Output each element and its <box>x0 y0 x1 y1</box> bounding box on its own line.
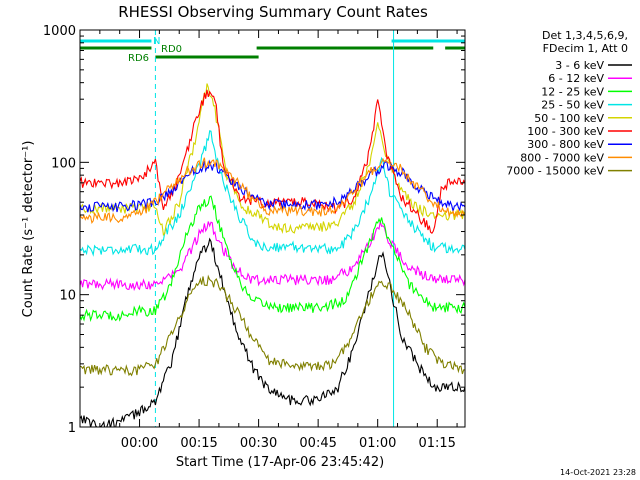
legend-label-1: 6 - 12 keV <box>548 72 604 85</box>
chart-title: RHESSI Observing Summary Count Rates <box>118 3 428 21</box>
y-tick-label-3: 1000 <box>43 24 76 39</box>
plot-frame <box>79 29 466 428</box>
legend-label-3: 25 - 50 keV <box>541 99 604 112</box>
generated-timestamp: 14-Oct-2021 23:28 <box>560 468 636 477</box>
series-line-6 <box>80 159 465 213</box>
bar-label-rd0: RD0 <box>161 44 182 55</box>
x-tick-label-5: 01:15 <box>418 436 455 451</box>
y-axis-label: Count Rate (s⁻¹ detector⁻¹) <box>21 141 36 318</box>
legend-label-7: 800 - 7000 keV <box>520 151 604 164</box>
x-axis-label: Start Time (17-Apr-06 23:45:42) <box>176 455 384 470</box>
legend-label-8: 7000 - 15000 keV <box>506 165 604 178</box>
legend-label-6: 300 - 800 keV <box>527 138 604 151</box>
legend-header-1: FDecim 1, Att 0 <box>543 42 628 55</box>
x-tick-label-3: 00:45 <box>299 436 336 451</box>
series-line-7 <box>80 157 465 225</box>
series-layer <box>80 83 465 427</box>
x-axis: 00:00 00:15 00:30 00:45 01:00 01:15 <box>99 30 458 451</box>
legend-label-0: 3 - 6 keV <box>555 59 604 72</box>
x-tick-label-2: 00:30 <box>240 436 277 451</box>
y-tick-label-0: 1 <box>68 421 76 436</box>
series-line-3 <box>80 130 465 257</box>
legend-header-0: Det 1,3,4,5,6,9, <box>542 29 628 42</box>
x-tick-label-0: 00:00 <box>121 436 158 451</box>
legend: Det 1,3,4,5,6,9,FDecim 1, Att 0 3 - 6 keV… <box>506 29 632 178</box>
y-tick-label-1: 10 <box>59 289 76 304</box>
legend-label-2: 12 - 25 keV <box>541 85 604 98</box>
x-tick-label-4: 01:00 <box>359 436 396 451</box>
x-tick-label-1: 00:15 <box>180 436 217 451</box>
bar-label-rd6: RD6 <box>128 53 149 64</box>
series-line-4 <box>80 83 465 237</box>
bar-label-n: N <box>153 36 160 47</box>
y-axis: 1 10 100 1000 <box>43 24 465 436</box>
series-line-1 <box>80 221 465 292</box>
legend-label-4: 50 - 100 keV <box>534 112 604 125</box>
series-line-2 <box>80 195 465 323</box>
series-line-8 <box>80 274 465 377</box>
legend-label-5: 100 - 300 keV <box>527 125 604 138</box>
y-tick-label-2: 100 <box>51 156 76 171</box>
series-line-5 <box>80 89 465 234</box>
series-line-0 <box>80 237 465 427</box>
